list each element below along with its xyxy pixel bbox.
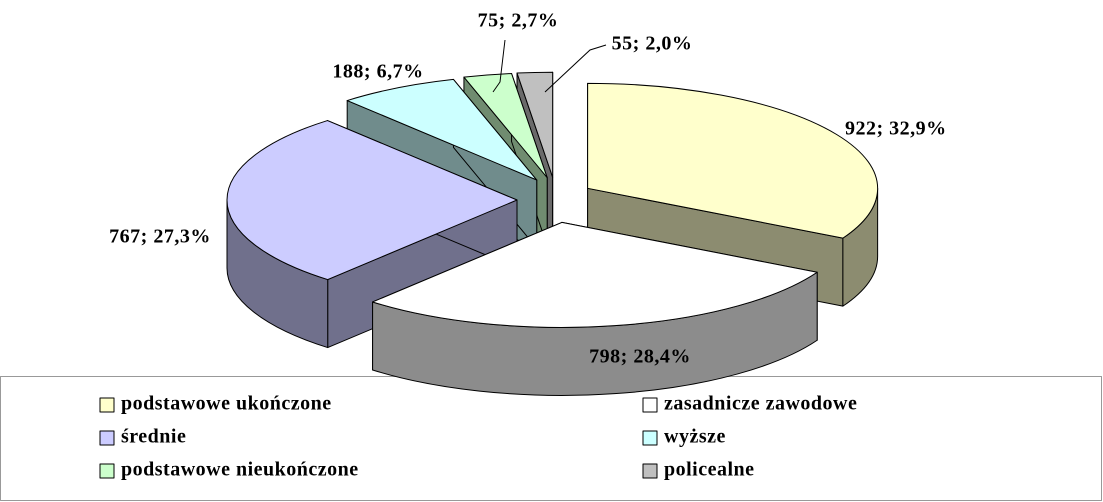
data-label: 767; 27,3% [109, 226, 211, 248]
legend-swatch [99, 430, 115, 446]
slice-top [226, 120, 518, 281]
data-label: 55; 2,0% [612, 33, 693, 55]
legend-label: podstawowe nieukończone [121, 459, 359, 481]
legend-label: średnie [121, 426, 186, 448]
data-label: 922; 32,9% [845, 118, 947, 140]
legend-label: zasadnicze zawodowe [664, 393, 857, 415]
legend-swatch [99, 463, 115, 479]
slice-top [587, 82, 879, 239]
legend-swatch [642, 430, 658, 446]
leader-line [492, 39, 506, 93]
legend-swatch [642, 463, 658, 479]
slice-top [346, 78, 538, 181]
legend-label: policealne [664, 459, 755, 481]
data-label: 798; 28,4% [589, 346, 691, 368]
legend-label: podstawowe ukończone [121, 393, 332, 415]
slice-top [463, 72, 548, 179]
legend-swatch [642, 397, 658, 413]
legend-swatch [99, 397, 115, 413]
slice-top [372, 221, 818, 328]
legend-label: wyższe [664, 426, 726, 448]
slice-top [516, 71, 554, 178]
leader-line [544, 44, 607, 93]
slice [372, 221, 818, 396]
data-label: 188; 6,7% [332, 61, 423, 83]
data-label: 75; 2,7% [478, 10, 559, 32]
legend-box [0, 376, 1102, 501]
